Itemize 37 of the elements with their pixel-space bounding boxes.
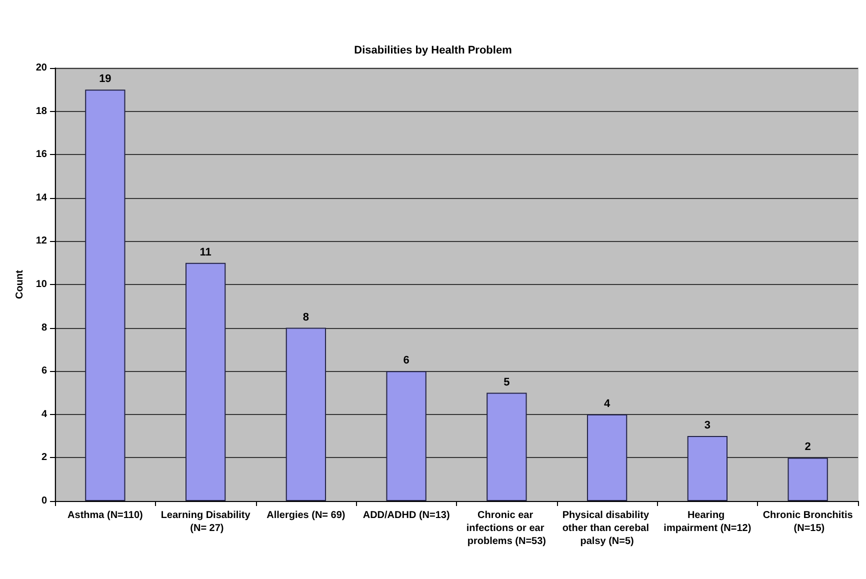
data-label: 11	[200, 246, 212, 258]
y-tick-label: 8	[41, 322, 48, 334]
x-tick-label: Physical disability other than cerebal palsy (N=5)	[562, 510, 652, 547]
x-tick-label: ADD/ADHD (N=13)	[362, 510, 450, 521]
bar	[286, 328, 326, 501]
data-label: 3	[704, 420, 710, 432]
x-tick-label: Chronic Bronchitis (N=15)	[762, 510, 854, 534]
y-tick-label: 14	[36, 192, 48, 204]
y-tick-label: 18	[36, 106, 48, 117]
x-tick-label: Hearing impairment (N=12)	[664, 510, 752, 534]
y-tick-label: 0	[41, 496, 48, 506]
bar	[586, 414, 628, 501]
bar	[85, 90, 126, 501]
y-tick-label: 4	[41, 408, 48, 420]
data-label: 5	[504, 376, 510, 388]
data-label: 2	[804, 441, 811, 454]
y-axis-title: Count	[14, 269, 26, 299]
data-label: 6	[403, 354, 410, 367]
bar	[687, 436, 728, 501]
y-tick-label: 2	[41, 452, 48, 464]
bar	[386, 371, 426, 501]
data-label: 8	[302, 311, 309, 324]
x-tick-label: Asthma (N=110)	[68, 510, 143, 521]
x-tick-label: Chronic ear infections or ear problems (N=53)	[466, 510, 547, 547]
x-tick-label: Allergies (N= 69)	[266, 510, 346, 521]
y-tick-label: 6	[41, 366, 48, 377]
y-tick-label: 10	[36, 279, 48, 290]
chart-title: Disabilities by Health Problem	[354, 44, 512, 56]
y-tick-label: 16	[36, 149, 48, 160]
y-tick-label: 20	[36, 62, 48, 74]
data-label: 4	[604, 398, 611, 410]
bar	[486, 392, 527, 501]
bar	[788, 458, 828, 501]
data-label: 19	[99, 73, 112, 86]
x-tick-label: Learning Disability (N= 27)	[160, 510, 251, 534]
bar	[185, 262, 226, 501]
y-tick-label: 12	[36, 236, 48, 247]
